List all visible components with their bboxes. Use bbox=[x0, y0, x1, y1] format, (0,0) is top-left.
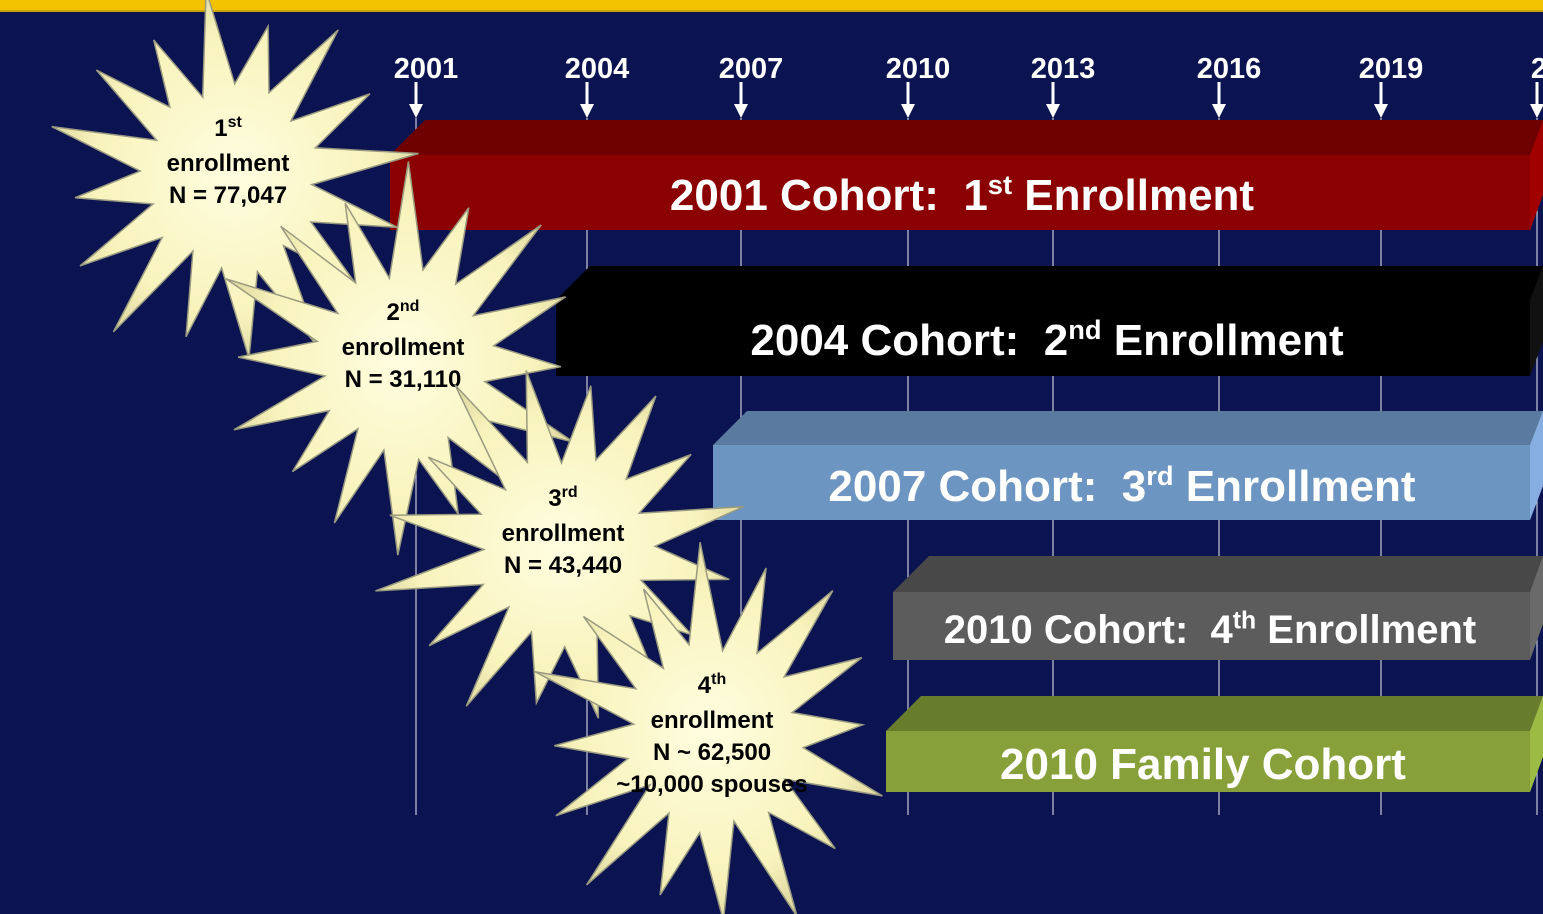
cohort-label: 2007 Cohort: 3rd Enrollment bbox=[828, 460, 1416, 511]
page: 2001 2004 2007 2010 2013 2016 2019 20 2001 Cohor… bbox=[0, 0, 1543, 914]
ordinal-sup: st bbox=[228, 114, 243, 131]
ordinal-number: 3 bbox=[548, 485, 561, 512]
cohort-bar-top bbox=[390, 120, 1543, 155]
ordinal-sup: th bbox=[711, 671, 726, 688]
cohort-bar-top bbox=[713, 411, 1543, 445]
cohort-label-sup: nd bbox=[1068, 314, 1101, 345]
ordinal-sup: nd bbox=[400, 298, 420, 315]
year-label: 2004 bbox=[565, 53, 630, 85]
year-label: 20 bbox=[1531, 53, 1543, 85]
cohort-label-sup: st bbox=[988, 169, 1012, 200]
enrollment-line: enrollment bbox=[651, 707, 774, 734]
ordinal-sup: rd bbox=[562, 484, 578, 501]
cohort-label: 2010 Family Cohort bbox=[1000, 740, 1406, 789]
enrollment-line: enrollment bbox=[502, 520, 625, 547]
slide: 2001 2004 2007 2010 2013 2016 2019 20 2001 Cohor… bbox=[0, 0, 1543, 914]
ordinal-number: 1 bbox=[214, 115, 227, 142]
cohort-bar-top bbox=[886, 696, 1543, 731]
cohort-bar-top bbox=[893, 556, 1543, 592]
cohort-label-text: 2007 Cohort: 3 bbox=[828, 462, 1146, 511]
enrollment-line: N = 77,047 bbox=[169, 182, 287, 209]
cohort-bar-top bbox=[556, 266, 1543, 300]
year-label: 2016 bbox=[1197, 53, 1262, 85]
cohort-label-text: 2001 Cohort: 1 bbox=[670, 171, 988, 220]
year-label: 2013 bbox=[1031, 53, 1096, 85]
cohort-label-suffix: Enrollment bbox=[1012, 171, 1254, 220]
year-label: 2001 bbox=[394, 53, 459, 85]
year-label: 2010 bbox=[886, 53, 951, 85]
cohort-label-suffix: Enrollment bbox=[1102, 316, 1344, 365]
enrollment-line: N = 31,110 bbox=[345, 366, 462, 393]
year-label: 2019 bbox=[1359, 53, 1424, 85]
cohort-label-sup: rd bbox=[1146, 460, 1173, 491]
enrollment-line: enrollment bbox=[342, 334, 465, 361]
enrollment-line: N = 43,440 bbox=[504, 552, 622, 579]
cohort-label-text: 2010 Cohort: 4 bbox=[944, 608, 1234, 652]
enrollment-line: ~10,000 spouses bbox=[616, 771, 807, 798]
cohort-label-suffix: Enrollment bbox=[1256, 608, 1476, 652]
cohort-label: 2004 Cohort: 2nd Enrollment bbox=[750, 314, 1344, 365]
cohort-label-suffix: Enrollment bbox=[1174, 462, 1416, 511]
cohort-label: 2001 Cohort: 1st Enrollment bbox=[670, 169, 1254, 220]
year-label: 2007 bbox=[719, 53, 784, 85]
cohort-label-sup: th bbox=[1233, 608, 1256, 635]
top-stripe bbox=[0, 0, 1543, 10]
ordinal-number: 2 bbox=[387, 299, 400, 326]
ordinal-number: 4 bbox=[698, 672, 712, 699]
enrollment-line: N ~ 62,500 bbox=[653, 739, 771, 766]
cohort-label: 2010 Cohort: 4th Enrollment bbox=[944, 608, 1476, 652]
enrollment-line: enrollment bbox=[167, 150, 290, 177]
cohort-label-text: 2004 Cohort: 2 bbox=[750, 316, 1068, 365]
cohort-label-text: 2010 Family Cohort bbox=[1000, 740, 1406, 789]
